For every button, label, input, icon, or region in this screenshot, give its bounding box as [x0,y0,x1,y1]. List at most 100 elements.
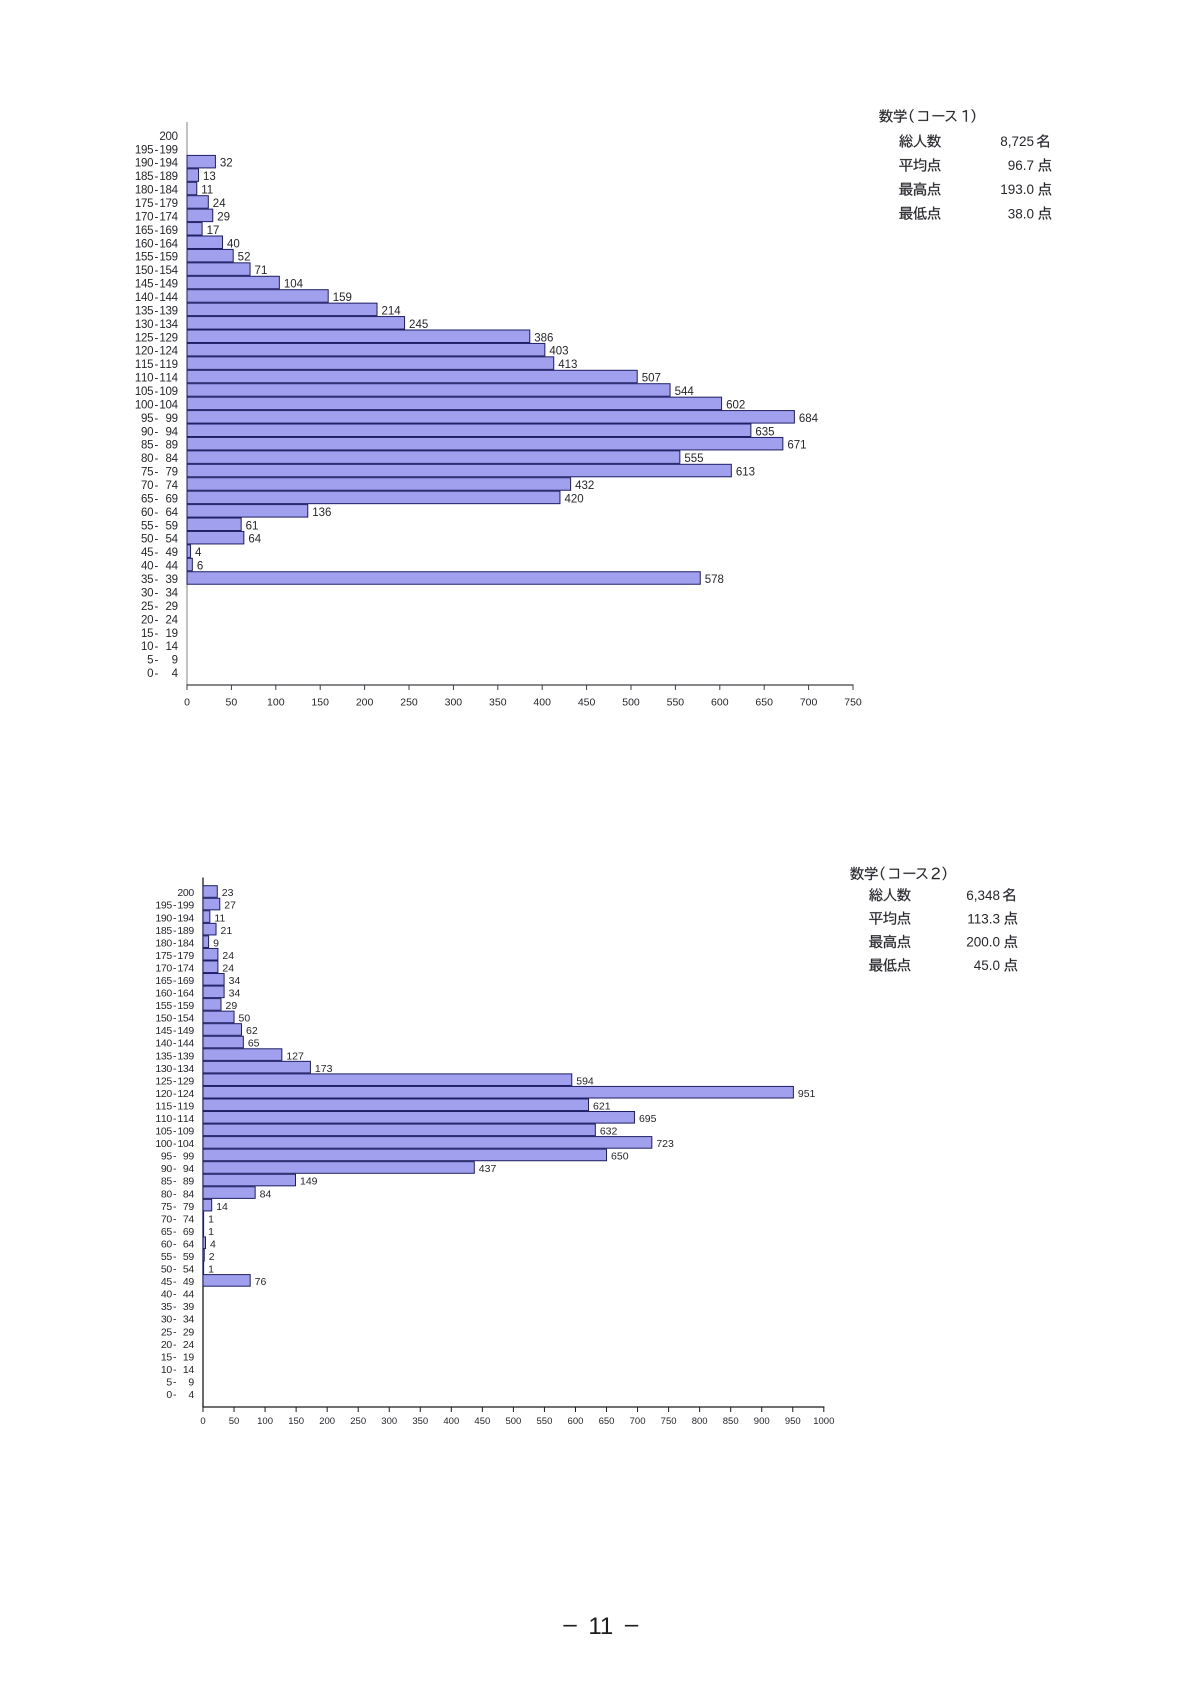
svg-text:130-134: 130-134 [135,319,179,331]
svg-text:113.3: 113.3 [967,911,1000,926]
svg-text:149: 149 [300,1176,318,1188]
svg-text:6,348: 6,348 [966,888,1000,903]
svg-text:65: 65 [248,1038,260,1050]
svg-text:185-189: 185-189 [155,925,194,937]
svg-text:140-144: 140-144 [135,292,179,304]
svg-text:115-119: 115-119 [155,1100,194,1112]
svg-text:0: 0 [184,697,190,709]
svg-text:125-129: 125-129 [135,332,178,344]
svg-text:17: 17 [207,225,220,237]
svg-text:96.7: 96.7 [1008,158,1034,173]
svg-text:150: 150 [288,1416,304,1427]
svg-text:800: 800 [692,1416,708,1427]
svg-text:175-179: 175-179 [135,198,178,210]
svg-text:193.0: 193.0 [1000,182,1034,197]
svg-text:594: 594 [576,1075,594,1087]
svg-text:11: 11 [201,185,213,197]
svg-text:190-194: 190-194 [155,912,194,924]
svg-text:432: 432 [575,480,594,492]
svg-text:750: 750 [661,1416,677,1427]
svg-text:130-134: 130-134 [155,1063,194,1075]
svg-text:200.0: 200.0 [966,935,1000,950]
svg-text:245: 245 [409,319,428,331]
svg-text:650: 650 [611,1151,629,1163]
svg-text:555: 555 [684,453,703,465]
svg-text:500: 500 [505,1416,521,1427]
svg-text:578: 578 [705,574,724,586]
svg-text:100-104: 100-104 [135,399,179,411]
svg-text:–: – [563,1611,577,1638]
svg-text:507: 507 [642,373,661,385]
svg-text:684: 684 [799,413,819,425]
svg-text:613: 613 [736,467,755,479]
svg-text:544: 544 [675,386,695,398]
svg-text:600: 600 [568,1416,584,1427]
svg-text:71: 71 [255,265,268,277]
svg-text:127: 127 [286,1050,304,1062]
svg-text:350: 350 [489,697,507,709]
svg-text:165-169: 165-169 [135,225,178,237]
svg-text:34: 34 [229,988,241,1000]
svg-text:50: 50 [239,1013,251,1025]
svg-text:1: 1 [208,1264,214,1276]
svg-text:14: 14 [216,1201,228,1213]
svg-text:185-189: 185-189 [135,171,178,183]
svg-text:24: 24 [213,198,226,210]
svg-text:695: 695 [639,1113,657,1125]
svg-text:386: 386 [534,332,553,344]
svg-text:136: 136 [312,507,331,519]
svg-text:200: 200 [159,131,178,143]
svg-text:145-149: 145-149 [135,279,178,291]
svg-text:450: 450 [578,697,596,709]
svg-text:105-109: 105-109 [155,1126,194,1138]
svg-text:195-199: 195-199 [135,144,178,156]
svg-text:300: 300 [381,1416,397,1427]
svg-text:250: 250 [350,1416,366,1427]
svg-text:850: 850 [723,1416,739,1427]
svg-text:29: 29 [217,211,230,223]
svg-text:650: 650 [599,1416,615,1427]
svg-text:21: 21 [221,925,233,937]
svg-text:50: 50 [229,1416,240,1427]
svg-text:64: 64 [248,534,261,546]
svg-text:115-119: 115-119 [135,359,178,371]
svg-text:155-159: 155-159 [135,252,178,264]
svg-text:750: 750 [844,697,862,709]
svg-text:24: 24 [222,962,234,974]
svg-text:300: 300 [445,697,463,709]
svg-text:100-104: 100-104 [155,1138,194,1150]
svg-text:723: 723 [656,1138,674,1150]
svg-text:1: 1 [208,1226,214,1238]
svg-text:155-159: 155-159 [155,1000,194,1012]
svg-text:160-164: 160-164 [155,988,194,1000]
svg-text:9: 9 [213,937,219,949]
svg-text:50: 50 [226,697,238,709]
svg-text:140-144: 140-144 [155,1038,194,1050]
svg-text:6: 6 [197,561,203,573]
svg-text:165-169: 165-169 [155,975,194,987]
svg-text:8,725: 8,725 [1000,134,1034,149]
svg-text:180-184: 180-184 [155,937,194,949]
svg-text:11: 11 [588,1613,613,1640]
svg-text:195-199: 195-199 [155,900,194,912]
svg-text:200: 200 [319,1416,335,1427]
svg-text:500: 500 [622,697,640,709]
svg-text:110-114: 110-114 [135,373,179,385]
svg-text:1000: 1000 [813,1416,834,1427]
svg-text:170-174: 170-174 [135,211,179,223]
svg-text:175-179: 175-179 [155,950,194,962]
svg-text:400: 400 [443,1416,459,1427]
svg-text:–: – [625,1611,639,1638]
svg-text:950: 950 [785,1416,801,1427]
svg-text:40: 40 [227,238,240,250]
svg-text:13: 13 [203,171,216,183]
svg-text:200: 200 [356,697,374,709]
svg-text:550: 550 [537,1416,553,1427]
svg-text:413: 413 [558,359,577,371]
svg-text:671: 671 [787,440,806,452]
svg-text:600: 600 [711,697,729,709]
svg-text:34: 34 [229,975,241,987]
svg-text:400: 400 [533,697,551,709]
svg-text:621: 621 [593,1100,611,1112]
svg-text:150: 150 [311,697,329,709]
